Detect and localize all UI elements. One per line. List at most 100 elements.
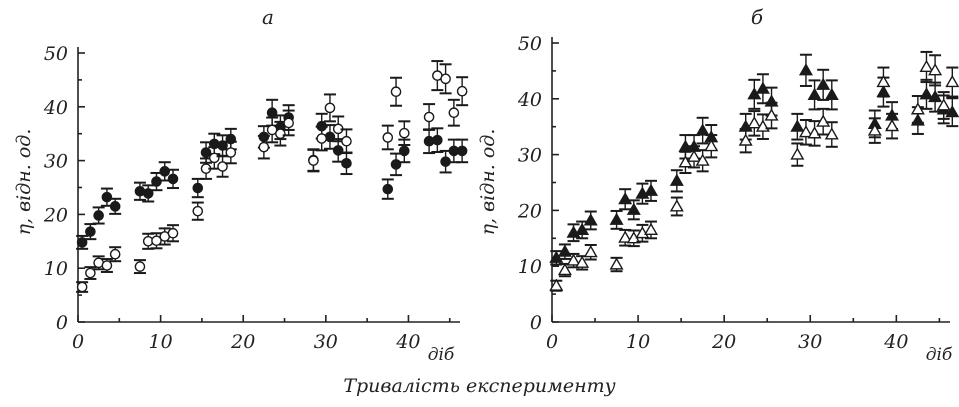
data-point [448, 107, 460, 119]
data-point [609, 212, 624, 225]
ticks-a: 0 10 20 30 40 50 0 10 20 30 40 [43, 43, 451, 353]
x-tick-label: 0 [546, 331, 558, 353]
data-point [283, 117, 294, 129]
y-tick-label: 10 [44, 258, 68, 280]
x-tick-label: 30 [314, 331, 338, 353]
data-point [910, 102, 925, 115]
data-point [945, 104, 959, 118]
data-point [919, 59, 934, 73]
y-tick-label: 50 [518, 33, 542, 55]
data-point [695, 123, 710, 136]
data-point [704, 139, 719, 152]
data-point [192, 205, 204, 217]
data-point [790, 119, 805, 132]
data-point [687, 149, 702, 162]
data-point [867, 123, 882, 136]
data-point [807, 126, 822, 139]
data-point [876, 74, 891, 88]
data-point [824, 127, 839, 140]
data-point [456, 85, 468, 97]
y-tick-label: 40 [517, 89, 542, 111]
data-point [816, 114, 831, 127]
data-point [669, 199, 684, 212]
data-point [324, 102, 336, 114]
series-open-circle [76, 60, 469, 293]
data-point [225, 147, 237, 158]
marks-a [76, 60, 469, 293]
data-point [209, 152, 220, 164]
data-point [557, 262, 572, 276]
series-open-triangle [549, 50, 959, 292]
data-point [618, 192, 633, 205]
data-point [101, 260, 113, 271]
x-unit-label-a: діб [428, 345, 455, 365]
y-tick-label: 40 [43, 97, 68, 119]
data-point [390, 86, 402, 98]
data-point [928, 63, 943, 76]
data-point [807, 87, 822, 100]
ticks-b: 0 10 20 30 40 50 0 10 20 30 40 [517, 33, 941, 353]
data-point [643, 222, 659, 235]
data-point [76, 281, 88, 293]
y-axis-label-b: η, відн. од. [477, 129, 499, 236]
data-point [85, 267, 96, 279]
y-tick-label: 20 [517, 200, 542, 222]
y-tick-label: 30 [44, 151, 68, 173]
data-point [919, 87, 934, 100]
data-point [93, 210, 104, 221]
data-point [764, 108, 779, 121]
data-point [151, 176, 162, 187]
data-point [695, 153, 710, 166]
chart-panel-a: а η, відн. од. діб 0 10 20 30 40 50 0 10 20 30 40 [13, 5, 469, 365]
axes-a [77, 47, 460, 323]
series-filled-triangle [549, 53, 959, 266]
data-point [609, 257, 624, 270]
data-point [626, 202, 641, 215]
data-point [399, 127, 410, 139]
data-point [790, 147, 805, 160]
y-tick-label: 50 [44, 43, 68, 65]
data-point [816, 77, 831, 90]
data-point [423, 111, 435, 123]
data-point [341, 157, 352, 169]
data-point [382, 183, 394, 195]
data-point [134, 261, 146, 272]
x-tick-label: 10 [626, 331, 650, 353]
data-point [566, 253, 581, 266]
x-unit-label-b: діб [926, 345, 953, 365]
data-point [583, 245, 598, 258]
panel-label-b: б [751, 5, 764, 29]
data-point [151, 235, 162, 247]
data-point [308, 155, 319, 166]
data-point [101, 191, 113, 203]
y-tick-label: 10 [518, 256, 542, 278]
data-point [798, 125, 813, 138]
data-point [275, 128, 286, 139]
data-point [583, 213, 598, 226]
data-point [432, 134, 443, 146]
data-point [192, 182, 204, 194]
y-tick-label: 30 [518, 145, 542, 167]
x-tick-label: 20 [230, 331, 255, 353]
data-point [109, 248, 121, 260]
y-tick-label: 20 [43, 204, 68, 226]
data-point [747, 116, 762, 129]
data-point [798, 63, 813, 76]
marks-b [549, 50, 959, 292]
data-point [390, 159, 402, 170]
x-tick-label: 40 [395, 331, 420, 353]
x-tick-label: 20 [711, 331, 736, 353]
data-point [440, 73, 451, 85]
x-tick-label: 40 [883, 331, 908, 353]
x-tick-label: 30 [798, 331, 822, 353]
data-point [399, 145, 410, 157]
data-point [885, 118, 900, 132]
data-point [936, 98, 951, 111]
data-point [643, 183, 659, 196]
data-point [824, 87, 839, 100]
data-point [456, 145, 468, 157]
data-point [341, 135, 352, 147]
data-point [85, 226, 96, 237]
x-axis-title: Тривалість експерименту [343, 375, 616, 397]
